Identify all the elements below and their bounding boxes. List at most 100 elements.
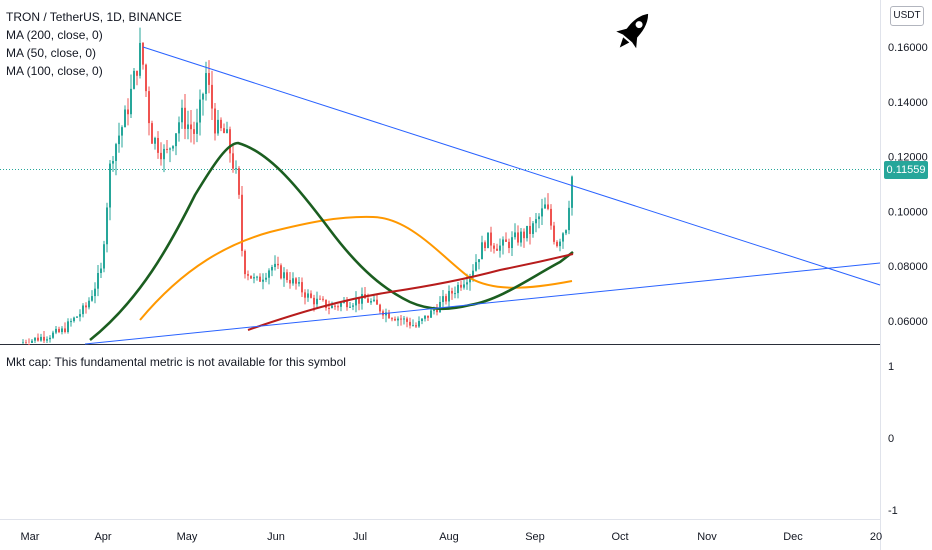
descending-trendline[interactable] [142,46,881,286]
price-tick-label: 0.12000 [888,152,928,164]
candle-body [115,144,117,162]
symbol-title: TRON / TetherUS, 1D, BINANCE [6,10,182,24]
price-tick-label: 0.06000 [888,316,928,328]
candle-body [541,208,543,217]
candle-body [109,163,111,208]
candle-body [376,299,378,305]
price-tick-label: 0.08000 [888,261,928,273]
candle-body [40,336,42,341]
legend-ma50[interactable]: MA (50, close, 0) [6,46,97,60]
candle-body [136,70,138,76]
candle-body [244,250,246,275]
candle-body [571,176,573,208]
candle-body [91,296,93,301]
candle-body [64,328,66,332]
candle-body [166,148,168,150]
candle-body [256,276,258,278]
market-cap-indicator-label: Mkt cap: This fundamental metric is not … [6,355,346,369]
candle-body [532,223,534,234]
candle-body [400,318,402,320]
ma200-line [247,253,574,331]
candle-body [28,343,30,345]
candle-body [445,296,447,302]
candle-body [493,245,495,249]
candle-body [46,339,48,341]
candle-body [388,312,390,319]
candle-body [556,241,558,247]
ascending-trendline[interactable] [84,262,881,345]
candle-body [514,232,516,238]
candle-body [526,225,528,239]
candle-body [427,315,429,318]
indicator-tick-label: 1 [888,361,894,373]
candle-body [184,107,186,129]
candle-body [490,232,492,246]
candle-body [139,42,141,76]
candle-body [466,282,468,285]
candle-body [130,88,132,115]
candle-body [151,123,153,144]
candle-body [328,308,330,310]
currency-unit-button[interactable]: USDT [890,6,924,26]
candle-body [418,321,420,327]
candle-body [550,208,552,226]
candle-body [193,129,195,134]
candle-body [286,272,288,280]
candle-body [259,276,261,282]
candle-body [478,259,480,263]
candle-body [37,337,39,341]
candle-body [169,148,171,150]
candle-body [424,315,426,319]
candle-body [88,300,90,308]
candle-body [310,293,312,298]
candle-body [283,272,285,279]
candle-body [379,304,381,312]
candle-body [517,232,519,243]
legend-ma100[interactable]: MA (100, close, 0) [6,64,103,78]
candle-body [262,279,264,282]
candle-body [172,146,174,149]
time-tick-label: Jun [267,531,285,543]
candle-body [100,268,102,273]
candle-body [187,124,189,129]
candle-body [85,305,87,308]
candle-body [352,305,354,307]
candle-body [313,297,315,305]
indicator-tick-label: -1 [888,505,898,517]
candle-body [535,219,537,224]
candle-body [133,70,135,89]
candle-body [52,332,54,338]
candle-body [433,309,435,311]
candle-body [475,262,477,271]
candle-body [568,207,570,231]
time-tick-label: Nov [697,531,717,543]
candle-body [412,325,414,327]
candle-body [121,127,123,136]
candle-body [391,318,393,320]
candle-body [295,278,297,284]
candle-body [79,314,81,317]
time-tick-label: Oct [611,531,628,543]
candle-body [322,298,324,300]
candle-body [268,270,270,278]
candle-body [457,284,459,294]
candle-body [334,305,336,307]
candle-body [73,317,75,322]
legend-ma200[interactable]: MA (200, close, 0) [6,28,103,42]
price-tick-label: 0.14000 [888,97,928,109]
price-tick-label: 0.16000 [888,42,928,54]
candle-body [271,266,273,271]
candle-body [349,306,351,308]
candle-body [160,152,162,160]
candle-body [562,233,564,242]
candle-body [223,128,225,133]
candle-body [511,237,513,249]
time-tick-label: Apr [94,531,111,543]
candle-body [346,300,348,308]
candle-body [472,270,474,276]
candle-body [277,263,279,266]
time-tick-label: Sep [525,531,545,543]
candle-body [298,282,300,284]
candle-body [250,275,252,279]
